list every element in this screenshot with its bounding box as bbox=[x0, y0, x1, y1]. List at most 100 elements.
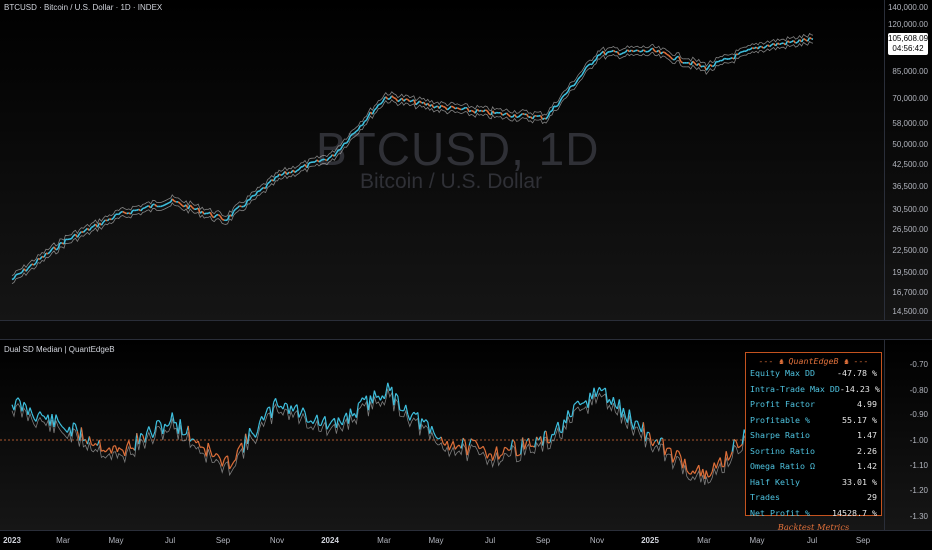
pane-separator[interactable] bbox=[0, 320, 932, 340]
symbol-title[interactable]: BTCUSD · Bitcoin / U.S. Dollar · 1D · IN… bbox=[4, 3, 163, 12]
bar-countdown: 04:56:42 bbox=[892, 44, 924, 53]
long-trend-segment bbox=[164, 203, 168, 206]
indicator-short-segment bbox=[662, 438, 666, 456]
indicator-short-segment bbox=[508, 449, 511, 452]
long-trend-segment bbox=[333, 152, 338, 157]
long-trend-segment bbox=[448, 105, 452, 109]
indicator-long-segment bbox=[417, 412, 421, 430]
indicator-long-segment bbox=[407, 414, 411, 421]
indicator-long-segment bbox=[341, 416, 345, 426]
long-trend-segment bbox=[17, 272, 21, 275]
short-trend-segment bbox=[787, 40, 791, 44]
long-trend-segment bbox=[70, 235, 75, 240]
indicator-short-segment bbox=[709, 471, 713, 477]
long-trend-segment bbox=[435, 105, 439, 108]
indicator-long-segment bbox=[78, 427, 82, 441]
indicator-long-segment bbox=[39, 411, 43, 416]
price-chart[interactable] bbox=[0, 0, 884, 320]
indicator-tick: -0.90 bbox=[909, 410, 928, 419]
long-trend-segment bbox=[349, 133, 353, 137]
indicator-long-segment bbox=[277, 405, 280, 408]
indicator-long-segment bbox=[337, 417, 341, 423]
indicator-short-segment bbox=[500, 453, 503, 457]
short-trend-segment bbox=[809, 36, 813, 40]
short-trend-segment bbox=[31, 263, 35, 266]
indicator-long-segment bbox=[409, 414, 413, 421]
time-tick: May bbox=[749, 536, 765, 545]
price-tick: 120,000.00 bbox=[887, 20, 928, 29]
short-trend-segment bbox=[288, 171, 292, 174]
indicator-long-segment bbox=[156, 419, 159, 422]
short-trend-segment bbox=[544, 117, 547, 120]
indicator-short-segment bbox=[522, 437, 526, 450]
short-trend-segment bbox=[491, 110, 496, 115]
indicator-title[interactable]: Dual SD Median | QuantEdgeB bbox=[4, 345, 115, 354]
indicator-long-segment bbox=[61, 426, 65, 429]
indicator-long-segment bbox=[579, 402, 583, 406]
short-trend-segment bbox=[456, 107, 460, 110]
price-tick: 50,000.00 bbox=[892, 140, 928, 149]
metric-value: 14528.7 % bbox=[832, 507, 877, 518]
metric-row: Profit Factor 4.99 bbox=[746, 397, 881, 413]
long-trend-segment bbox=[203, 212, 207, 215]
long-trend-segment bbox=[110, 217, 114, 221]
long-trend-segment bbox=[553, 105, 557, 108]
indicator-chart[interactable] bbox=[0, 340, 884, 530]
indicator-short-segment bbox=[652, 441, 656, 447]
lower-band-line bbox=[11, 40, 814, 284]
indicator-long-segment bbox=[140, 432, 144, 436]
indicator-long-segment bbox=[70, 422, 74, 437]
metric-row: Equity Max DD -47.78 % bbox=[746, 366, 881, 382]
indicator-short-segment bbox=[476, 443, 480, 449]
long-trend-segment bbox=[27, 265, 31, 269]
indicator-short-segment bbox=[676, 449, 680, 453]
long-trend-segment bbox=[520, 112, 524, 116]
short-trend-segment bbox=[124, 212, 128, 215]
indicator-long-segment bbox=[154, 420, 158, 433]
short-trend-segment bbox=[278, 173, 282, 177]
short-trend-segment bbox=[197, 207, 201, 214]
long-trend-segment bbox=[518, 114, 522, 118]
long-trend-segment bbox=[15, 273, 19, 276]
short-trend-segment bbox=[736, 53, 739, 56]
short-trend-segment bbox=[761, 45, 765, 49]
indicator-long-segment bbox=[55, 414, 59, 421]
short-trend-segment bbox=[652, 47, 656, 52]
long-trend-segment bbox=[700, 65, 704, 68]
long-trend-segment bbox=[740, 51, 743, 54]
short-trend-segment bbox=[484, 109, 488, 112]
indicator-short-segment bbox=[454, 446, 458, 450]
indicator-axis[interactable]: -0.70 -0.80 -0.90 -1.00 -1.10 -1.20 -1.30 bbox=[884, 340, 932, 530]
long-trend-segment bbox=[130, 209, 134, 215]
long-trend-segment bbox=[213, 214, 217, 219]
time-tick: Mar bbox=[697, 536, 711, 545]
indicator-short-segment bbox=[187, 425, 191, 442]
indicator-long-segment bbox=[577, 400, 581, 406]
indicator-long-segment bbox=[171, 412, 175, 424]
indicator-short-segment bbox=[231, 461, 235, 466]
long-trend-segment bbox=[43, 252, 47, 258]
time-tick: Sep bbox=[215, 536, 231, 545]
price-tick: 26,500.00 bbox=[892, 225, 928, 234]
long-trend-segment bbox=[39, 256, 43, 260]
long-trend-segment bbox=[421, 101, 425, 104]
long-trend-segment bbox=[308, 161, 312, 164]
long-trend-segment bbox=[347, 135, 352, 141]
short-trend-segment bbox=[444, 106, 448, 111]
indicator-long-segment bbox=[632, 420, 636, 430]
indicator-short-segment bbox=[446, 440, 450, 451]
indicator-short-segment bbox=[735, 441, 739, 448]
indicator-short-segment bbox=[489, 453, 492, 455]
time-axis[interactable]: 2023 Mar May Jul Sep Nov 2024 Mar May Jul Sep Nov 20… bbox=[0, 530, 932, 550]
metric-row: Sharpe Ratio 1.47 bbox=[746, 428, 881, 444]
long-trend-segment bbox=[779, 42, 783, 46]
price-tick: 70,000.00 bbox=[892, 94, 928, 103]
main-chart-pane[interactable] bbox=[0, 0, 932, 320]
long-trend-segment bbox=[737, 51, 741, 56]
indicator-long-segment bbox=[593, 387, 597, 398]
metric-label: Net Profit % bbox=[750, 507, 810, 518]
metrics-footer: Backtest Metrics bbox=[777, 522, 850, 532]
indicator-long-segment bbox=[278, 405, 282, 408]
long-trend-segment bbox=[569, 85, 573, 88]
short-trend-segment bbox=[292, 169, 296, 173]
